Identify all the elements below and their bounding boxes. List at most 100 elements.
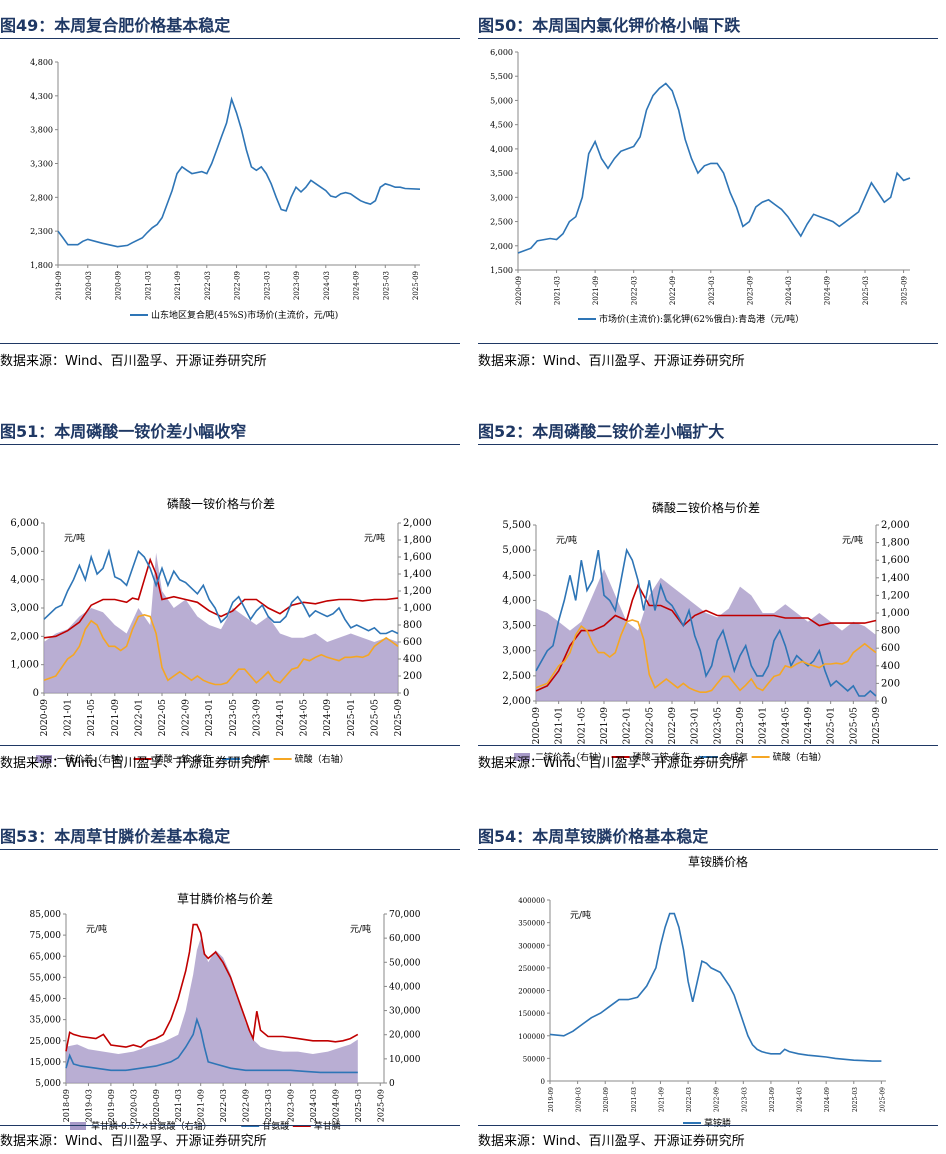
data-source: 数据来源：Wind、百川盈孚、开源证券研究所 (478, 1134, 745, 1149)
data-source: 数据来源：Wind、百川盈孚、开源证券研究所 (478, 354, 745, 369)
x-tick-label: 2022-03 (686, 1087, 693, 1112)
y-tick-label: 350000 (518, 920, 545, 928)
y-tick-label: 5,000 (10, 546, 39, 557)
y-tick-label: 55,000 (30, 973, 62, 983)
x-tick-label: 2024-05 (300, 699, 310, 737)
x-tick-label: 2022-05 (158, 699, 168, 737)
figure-title: 图50：本周国内氯化钾价格小幅下跌 (478, 16, 741, 35)
chart-49: 1,800 2,300 2,800 3,300 3,800 4,300 4,800 2019-… (30, 58, 421, 321)
series-line (65, 1016, 358, 1074)
y-tick-label: 150000 (518, 1010, 545, 1018)
x-tick-label: 2025-03 (852, 1087, 859, 1112)
source-rule (478, 343, 938, 344)
y-unit-right: 元/吨 (350, 923, 371, 935)
y-right-tick-label: 2,000 (881, 520, 910, 531)
y-tick-label: 0 (33, 688, 39, 699)
y-unit-left: 元/吨 (570, 909, 591, 921)
x-tick-label: 2022-09 (669, 276, 677, 305)
figure-title: 图52：本周磷酸二铵价差小幅扩大 (478, 422, 725, 441)
y-tick-label: 1,000 (10, 660, 39, 671)
x-tick-label: 2021-05 (87, 699, 97, 737)
y-tick-label: 3,300 (30, 160, 53, 169)
x-tick-label: 2024-09 (331, 1089, 340, 1122)
y-right-tick-label: 600 (403, 637, 422, 648)
data-source: 数据来源：Wind、百川盈孚、开源证券研究所 (0, 1134, 267, 1149)
y-tick-label: 4,000 (502, 595, 531, 606)
x-tick-label: 2022-09 (234, 271, 242, 300)
y-tick-label: 2,500 (502, 671, 531, 682)
y-tick-label: 5,000 (502, 545, 531, 556)
y-unit-right: 元/吨 (842, 534, 863, 546)
y-right-tick-label: 1,400 (881, 573, 910, 584)
chart-51: 磷酸一铵价格与价差 0 1,000 2,000 3,000 4,000 5,000 6,000… (10, 496, 432, 765)
series-line (517, 82, 911, 254)
series-line (65, 923, 359, 1052)
legend-label: 硫酸（右轴） (773, 751, 827, 763)
y-tick-label: 3,500 (490, 169, 513, 178)
figure-49-panel: 图49：本周复合肥价格基本稳定 1,800 2,300 2,800 3,300 3,80… (0, 0, 460, 375)
y-tick-label: 4,000 (10, 575, 39, 586)
x-tick-label: 2020-09 (40, 699, 50, 737)
x-tick-label: 2022-01 (134, 699, 144, 736)
x-tick-label: 2021-09 (111, 699, 121, 737)
y-tick-label: 35,000 (30, 1016, 62, 1026)
x-tick-label: 2025-09 (872, 707, 882, 745)
y-right-tick-label: 200 (403, 671, 422, 682)
legend-label: 磷酸一铵:华东 (155, 753, 212, 765)
y-right-tick-label: 400 (881, 661, 900, 672)
y-tick-label: 5,500 (502, 520, 531, 531)
x-tick-label: 2025-09 (394, 699, 404, 737)
x-tick-label: 2024-09 (804, 707, 814, 745)
x-tick-label: 2022-09 (668, 707, 678, 745)
x-tick-label: 2022-05 (645, 707, 655, 745)
y-right-tick-label: 70,000 (389, 910, 421, 920)
y-right-tick-label: 10,000 (389, 1055, 421, 1065)
x-tick-label: 2019-09 (548, 1087, 555, 1112)
legend-label: 磷酸二铵:华东 (633, 751, 690, 763)
y-tick-label: 15,000 (30, 1058, 62, 1068)
legend-swatch (70, 1122, 86, 1130)
x-tick-label: 2023-09 (746, 276, 754, 305)
x-tick-label: 2020-09 (152, 1089, 161, 1122)
x-tick-label: 2020-03 (85, 271, 93, 300)
y-tick-label: 2,000 (490, 242, 513, 251)
y-right-tick-label: 20,000 (389, 1031, 421, 1041)
figure-title: 图49：本周复合肥价格基本稳定 (0, 16, 231, 35)
x-tick-label: 2024-03 (785, 276, 793, 305)
x-tick-label: 2022-03 (204, 271, 212, 300)
x-tick-label: 2021-09 (592, 276, 600, 305)
figure-title: 图54：本周草铵膦价格基本稳定 (478, 827, 709, 846)
x-tick-label: 2018-09 (62, 1089, 71, 1122)
x-tick-label: 2021-09 (197, 1089, 206, 1122)
chart-53: 草甘膦价格与价差 5,000 15,000 25,000 35,000 45,000 55,… (30, 891, 421, 1132)
y-right-tick-label: 1,000 (403, 603, 432, 614)
legend-label: 二铵价差（右轴） (535, 751, 607, 763)
source-rule (478, 745, 938, 746)
x-tick-label: 2020-09 (532, 707, 542, 745)
figure-54-panel: 图54：本周草铵膦价格基本稳定 草铵膦价格 0 50000 100000 150000 2… (478, 815, 938, 1154)
figure-53-panel: 图53：本周草甘膦价差基本稳定 草甘膦价格与价差 5,000 15,000 25,00… (0, 815, 460, 1154)
y-right-tick-label: 1,200 (881, 590, 910, 601)
x-tick-label: 2021-01 (64, 699, 74, 736)
y-tick-label: 250000 (518, 965, 545, 973)
series-line (43, 548, 399, 635)
series-line (535, 547, 877, 697)
y-tick-label: 4,000 (490, 145, 513, 154)
source-rule (478, 1125, 938, 1126)
figure-51-panel: 图51：本周磷酸一铵价差小幅收窄 磷酸一铵价格与价差 0 1,000 2,000 3,0… (0, 410, 460, 785)
source-rule (0, 745, 460, 746)
legend-label: 草甘膦 (314, 1120, 341, 1132)
y-tick-label: 25,000 (30, 1037, 62, 1047)
x-tick-label: 2020-09 (603, 1087, 610, 1112)
y-tick-label: 100000 (518, 1033, 545, 1041)
x-tick-label: 2023-09 (769, 1087, 776, 1112)
y-tick-label: 400000 (518, 897, 545, 905)
legend-label: 一铵价差（右轴） (57, 753, 129, 765)
x-tick-label: 2019-09 (107, 1089, 116, 1122)
x-tick-label: 2021-05 (577, 707, 587, 745)
y-unit-left: 元/吨 (64, 532, 85, 544)
series-line (57, 96, 421, 248)
x-tick-label: 2024-09 (323, 699, 333, 737)
y-tick-label: 2,000 (502, 696, 531, 707)
legend-label: 山东地区复合肥(45%S)市场价(主流价，元/吨) (151, 309, 338, 321)
